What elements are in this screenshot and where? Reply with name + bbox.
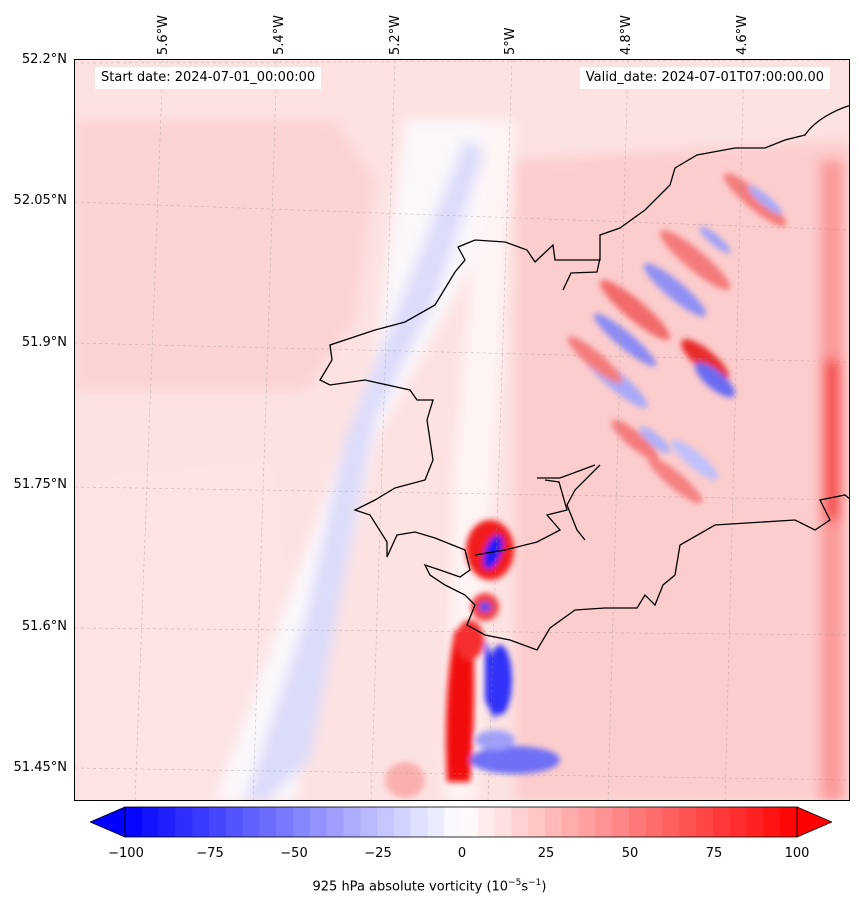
coastline: [319, 104, 849, 651]
colorbar-cell: [528, 807, 546, 837]
colorbar-cell: [393, 807, 412, 837]
colorbar-cell: [612, 807, 630, 837]
lat-label-51-6: 51.6°N: [21, 619, 67, 634]
lon-label-4-8: 4.8°W: [619, 14, 634, 55]
colorbar-cell: [326, 807, 344, 837]
lat-label-51-9: 51.9°N: [21, 335, 67, 350]
colorbar-cell: [545, 807, 563, 837]
colorbar-tick: −50: [280, 846, 308, 861]
colorbar-cell: [679, 807, 697, 837]
colorbar-cell: [141, 807, 160, 837]
colorbar-cell: [377, 807, 395, 837]
lon-label-5-4: 5.4°W: [272, 14, 287, 55]
colorbar: [90, 806, 832, 838]
lat-label-52-2: 52.2°N: [21, 52, 67, 67]
colorbar-tick: −75: [196, 846, 224, 861]
colorbar-cell: [595, 807, 613, 837]
colorbar-cell: [309, 807, 328, 837]
colorbar-cell: [662, 807, 680, 837]
colorbar-cell: [175, 807, 193, 837]
lat-label-51-45: 51.45°N: [13, 760, 67, 775]
colorbar-cell: [729, 807, 748, 837]
colorbar-cell: [225, 807, 244, 837]
lat-label-52-05: 52.05°N: [13, 193, 67, 208]
colorbar-cell: [192, 807, 210, 837]
colorbar-cell: [713, 807, 731, 837]
colorbar-cell: [477, 807, 496, 837]
colorbar-cell: [410, 807, 428, 837]
lon-label-5: 5°W: [503, 27, 518, 55]
colorbar-cell: [629, 807, 647, 837]
valid-date-label: Valid_date: 2024-07-01T07:00:00.00: [579, 67, 830, 89]
colorbar-cell: [494, 807, 512, 837]
lon-label-4-6: 4.6°W: [735, 14, 750, 55]
lon-label-5-6: 5.6°W: [156, 14, 171, 55]
start-date-label: Start date: 2024-07-01_00:00:00: [95, 67, 322, 89]
map-panel: [74, 59, 850, 801]
colorbar-cell: [158, 807, 176, 837]
colorbar-cell: [360, 807, 378, 837]
colorbar-cell: [461, 807, 479, 837]
colorbar-cell: [645, 807, 664, 837]
colorbar-cell: [293, 807, 311, 837]
colorbar-tick: 50: [621, 846, 639, 861]
colorbar-cell: [209, 807, 227, 837]
colorbar-cell: [578, 807, 596, 837]
lat-label-51-75: 51.75°N: [13, 477, 67, 492]
colorbar-cell: [276, 807, 294, 837]
vorticity-field: [75, 60, 849, 800]
colorbar-cell: [259, 807, 277, 837]
lon-label-5-2: 5.2°W: [388, 14, 403, 55]
colorbar-cell: [561, 807, 580, 837]
colorbar-cell: [511, 807, 529, 837]
colorbar-tick: 75: [705, 846, 723, 861]
colorbar-cell: [763, 807, 781, 837]
colorbar-cell: [746, 807, 764, 837]
colorbar-cell: [780, 807, 798, 837]
colorbar-cell: [427, 807, 445, 837]
colorbar-cell: [696, 807, 714, 837]
colorbar-cell: [242, 807, 260, 837]
colorbar-cell: [343, 807, 361, 837]
colorbar-cell: [125, 807, 143, 837]
colorbar-tick: −25: [364, 846, 392, 861]
colorbar-tick: 25: [537, 846, 555, 861]
colorbar-label: 925 hPa absolute vorticity (10−5s−1): [312, 878, 547, 895]
colorbar-tick: 100: [784, 846, 810, 861]
colorbar-tick: 0: [457, 846, 467, 861]
colorbar-tick: −100: [108, 846, 144, 861]
colorbar-cell: [444, 807, 462, 837]
